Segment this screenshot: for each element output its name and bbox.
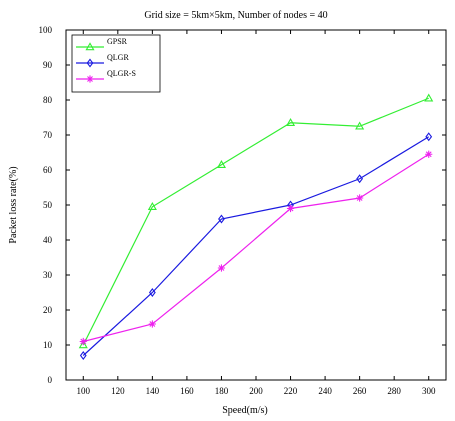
data-point-qlgr-s bbox=[286, 204, 295, 213]
x-tick-label: 200 bbox=[249, 386, 263, 396]
y-tick-label: 50 bbox=[43, 200, 53, 210]
x-axis: 100 120 140 160 180 200 220 240 260 280 300 bbox=[77, 30, 436, 396]
data-point-qlgr-s bbox=[148, 320, 156, 328]
legend-label-qlgr-s: QLGR-S bbox=[107, 69, 136, 78]
data-point-gpsr bbox=[216, 160, 227, 168]
x-axis-label: Speed(m/s) bbox=[222, 405, 268, 416]
x-tick-label: 280 bbox=[387, 386, 401, 396]
y-tick-label: 40 bbox=[43, 235, 53, 245]
data-point-qlgr bbox=[425, 132, 433, 142]
data-point-qlgr bbox=[356, 174, 364, 184]
data-point-gpsr bbox=[78, 340, 88, 349]
y-tick-label: 10 bbox=[43, 340, 53, 350]
x-tick-label: 260 bbox=[353, 386, 367, 396]
data-point-qlgr bbox=[148, 287, 156, 298]
x-tick-label: 300 bbox=[422, 386, 436, 396]
legend-label-qlgr: QLGR bbox=[107, 53, 129, 62]
data-point-qlgr-s bbox=[356, 194, 364, 202]
y-tick-label: 0 bbox=[48, 375, 53, 385]
x-tick-label: 120 bbox=[111, 386, 125, 396]
y-tick-label: 30 bbox=[43, 270, 53, 280]
legend-label-gpsr: GPSR bbox=[107, 37, 128, 46]
y-tick-label: 80 bbox=[43, 95, 53, 105]
x-tick-label: 100 bbox=[77, 386, 91, 396]
data-point-gpsr bbox=[285, 118, 296, 126]
data-point-qlgr-s bbox=[217, 264, 226, 272]
y-tick-label: 90 bbox=[43, 60, 53, 70]
chart-title: Grid size = 5km×5km, Number of nodes = 4… bbox=[144, 10, 327, 21]
legend-marker-qlgr bbox=[86, 58, 94, 68]
x-tick-label: 160 bbox=[180, 386, 194, 396]
series-line-qlgr-s bbox=[83, 153, 430, 343]
y-axis: 0 10 20 30 40 50 60 70 80 90 100 bbox=[39, 25, 446, 385]
x-tick-label: 240 bbox=[318, 386, 332, 396]
series-line-gpsr bbox=[82, 97, 429, 346]
x-tick-label: 140 bbox=[146, 386, 160, 396]
data-point-qlgr bbox=[79, 350, 87, 361]
y-tick-label: 20 bbox=[43, 305, 53, 315]
data-point-qlgr-s bbox=[79, 337, 87, 346]
data-point-qlgr-s bbox=[425, 150, 433, 158]
y-tick-label: 60 bbox=[43, 165, 53, 175]
x-tick-label: 180 bbox=[215, 386, 229, 396]
y-axis-label: Packet loss rate(%) bbox=[8, 166, 19, 243]
series-line-qlgr bbox=[82, 136, 430, 356]
data-point-qlgr bbox=[218, 214, 225, 224]
x-tick-label: 220 bbox=[284, 386, 298, 396]
legend-items: GPSR QLGR QLGR-S bbox=[76, 37, 136, 83]
legend: GPSR QLGR QLGR-S bbox=[71, 34, 161, 93]
y-tick-label: 100 bbox=[39, 25, 53, 35]
legend-marker-qlgr-s bbox=[86, 75, 94, 83]
data-point-gpsr bbox=[424, 93, 434, 102]
legend-marker-gpsr bbox=[85, 42, 95, 51]
y-tick-label: 70 bbox=[43, 130, 53, 140]
data-point-gpsr bbox=[147, 202, 157, 210]
data-point-gpsr bbox=[355, 121, 365, 130]
series-layer bbox=[78, 93, 434, 361]
